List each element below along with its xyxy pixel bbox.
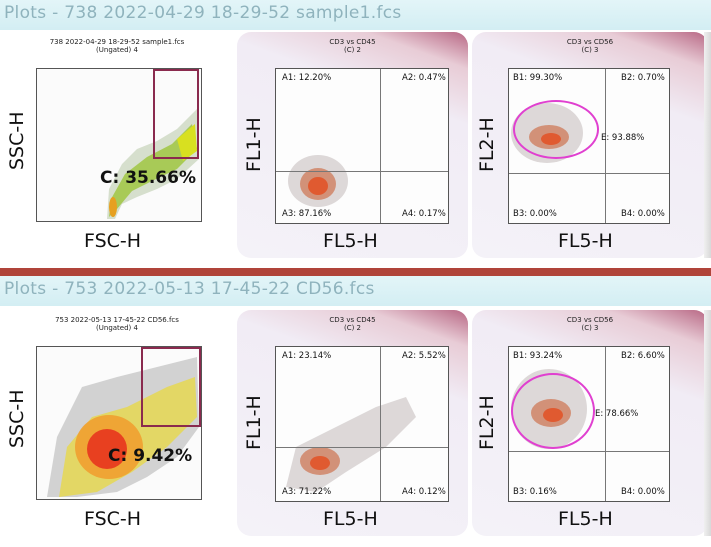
y-axis-label: SSC-H (6, 111, 28, 170)
y-axis-label: FL1-H (243, 117, 265, 172)
y-axis-label: FL1-H (243, 395, 265, 450)
quadrant-label-b2: B2: 0.70% (621, 73, 665, 83)
quadrant-label-b3: B3: 0.16% (513, 487, 557, 497)
quadrant-label-b2: B2: 6.60% (621, 351, 665, 361)
plot-subtitle: (Ungated) 4 (96, 324, 138, 332)
scatter-dots (288, 155, 348, 207)
plot-title: CD3 vs CD56 (566, 316, 614, 324)
scatter-plot-fsc-ssc[interactable]: 738 2022-04-29 18-29-52 sample1.fcs (Ung… (4, 32, 230, 258)
plot-subtitle: (C) 2 (343, 324, 362, 332)
plot-area[interactable] (36, 346, 202, 500)
scatter-dots (47, 357, 199, 497)
rectangle-gate[interactable] (141, 347, 201, 427)
x-axis-label: FL5-H (558, 230, 613, 252)
quadrant-label-b4: B4: 0.00% (621, 487, 665, 497)
scatter-dots (286, 397, 416, 492)
x-axis-label: FL5-H (558, 508, 613, 530)
quadrant-vertical-line[interactable] (605, 347, 606, 501)
quadrant-label-b3: B3: 0.00% (513, 209, 557, 219)
quadrant-label-a2: A2: 5.52% (402, 351, 446, 361)
ellipse-gate[interactable] (513, 100, 599, 159)
plot-area[interactable]: B1: 93.24% B2: 6.60% E: 78.66% B3: 0.16%… (508, 346, 670, 502)
scroll-edge (704, 32, 711, 258)
y-axis-label: FL2-H (476, 117, 498, 172)
x-axis-label: FSC-H (84, 230, 142, 252)
rectangle-gate[interactable] (153, 69, 199, 159)
ellipse-gate-label: E: 78.66% (595, 409, 639, 419)
plot-area[interactable]: A1: 23.14% A2: 5.52% A3: 71.22% A4: 0.12… (275, 346, 449, 502)
plot-subtitle: (C) 2 (343, 46, 362, 54)
scatter-plot-cd3-cd45[interactable]: CD3 vs CD45 (C) 2 A1: 23.14% A2: 5.52% A… (237, 310, 468, 536)
scatter-plot-fsc-ssc[interactable]: 753 2022-05-13 17-45-22 CD56.fcs (Ungate… (4, 310, 230, 536)
quadrant-vertical-line[interactable] (605, 69, 606, 223)
quadrant-label-a1: A1: 12.20% (282, 73, 332, 83)
plot-area[interactable]: A1: 12.20% A2: 0.47% A3: 87.16% A4: 0.17… (275, 68, 449, 224)
section-divider (0, 268, 711, 276)
plot-subtitle: (Ungated) 4 (96, 46, 138, 54)
quadrant-label-a4: A4: 0.17% (402, 209, 446, 219)
section-title-bar: Plots - 753 2022-05-13 17-45-22 CD56.fcs (0, 276, 711, 306)
plot-subtitle: (C) 3 (581, 46, 599, 54)
scroll-edge (704, 310, 711, 536)
quadrant-horizontal-line[interactable] (509, 451, 669, 452)
plot-title: CD3 vs CD45 (329, 316, 376, 324)
y-axis-label: FL2-H (476, 395, 498, 450)
plot-title: CD3 vs CD56 (566, 38, 614, 46)
quadrant-label-b1: B1: 93.24% (513, 351, 563, 361)
plot-section-2: Plots - 753 2022-05-13 17-45-22 CD56.fcs… (0, 276, 711, 547)
quadrant-label-a1: A1: 23.14% (282, 351, 332, 361)
plot-section-1: Plots - 738 2022-04-29 18-29-52 sample1.… (0, 0, 711, 268)
quadrant-horizontal-line[interactable] (276, 171, 448, 172)
plot-area[interactable] (36, 68, 202, 222)
scatter-plot-cd3-cd56[interactable]: CD3 vs CD56 (C) 3 B1: 99.30% B2: 0.70% E… (472, 32, 708, 258)
plot-title: CD3 vs CD45 (329, 38, 376, 46)
quadrant-vertical-line[interactable] (380, 69, 381, 223)
section-title-bar: Plots - 738 2022-04-29 18-29-52 sample1.… (0, 0, 711, 30)
ellipse-gate[interactable] (511, 373, 595, 449)
plot-area[interactable]: B1: 99.30% B2: 0.70% E: 93.88% B3: 0.00%… (508, 68, 670, 224)
plot-title: 738 2022-04-29 18-29-52 sample1.fcs (49, 38, 185, 46)
quadrant-vertical-line[interactable] (380, 347, 381, 501)
quadrant-horizontal-line[interactable] (509, 173, 669, 174)
quadrant-label-a3: A3: 87.16% (282, 209, 332, 219)
scatter-plot-cd3-cd56[interactable]: CD3 vs CD56 (C) 3 B1: 93.24% B2: 6.60% E… (472, 310, 708, 536)
scatter-plot-cd3-cd45[interactable]: CD3 vs CD45 (C) 2 A1: 12.20% A2: 0.47% A… (237, 32, 468, 258)
gate-percentage-label: C: 9.42% (108, 446, 193, 466)
quadrant-label-a4: A4: 0.12% (402, 487, 446, 497)
section-title: Plots - 753 2022-05-13 17-45-22 CD56.fcs (4, 279, 375, 299)
x-axis-label: FSC-H (84, 508, 142, 530)
plot-title: 753 2022-05-13 17-45-22 CD56.fcs (55, 316, 179, 324)
quadrant-label-a2: A2: 0.47% (402, 73, 446, 83)
quadrant-label-b1: B1: 99.30% (513, 73, 563, 83)
y-axis-label: SSC-H (6, 389, 28, 448)
quadrant-label-a3: A3: 71.22% (282, 487, 332, 497)
x-axis-label: FL5-H (323, 508, 378, 530)
x-axis-label: FL5-H (323, 230, 378, 252)
ellipse-gate-label: E: 93.88% (601, 133, 645, 143)
plot-subtitle: (C) 3 (581, 324, 599, 332)
scatter-dots (107, 109, 199, 219)
quadrant-label-b4: B4: 0.00% (621, 209, 665, 219)
gate-percentage-label: C: 35.66% (100, 168, 196, 188)
section-title: Plots - 738 2022-04-29 18-29-52 sample1.… (4, 3, 402, 23)
quadrant-horizontal-line[interactable] (276, 447, 448, 448)
